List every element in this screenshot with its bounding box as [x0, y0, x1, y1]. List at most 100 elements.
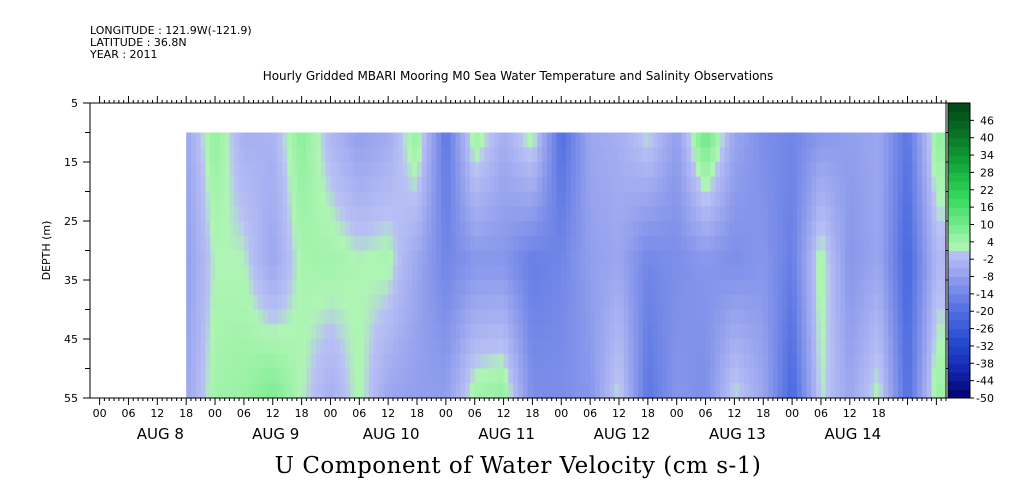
heat-cell: [840, 368, 846, 384]
heat-cell: [623, 294, 630, 311]
heat-cell: [186, 221, 192, 237]
heat-cell: [335, 176, 341, 193]
heat-cell: [647, 235, 654, 252]
heat-cell: [306, 235, 312, 252]
heat-cell: [859, 339, 865, 355]
heat-cell: [748, 250, 755, 266]
heat-cell: [594, 132, 601, 148]
heat-cell: [691, 235, 697, 252]
heat-cell: [849, 162, 856, 178]
heat-cell: [753, 383, 760, 399]
heat-cell: [849, 339, 856, 355]
heat-cell: [614, 235, 620, 252]
heat-cell: [219, 191, 226, 207]
heat-cell: [840, 176, 846, 193]
heat-cell: [580, 324, 586, 340]
heat-cell: [561, 191, 567, 207]
heat-cell: [744, 353, 750, 370]
heat-cell: [412, 162, 418, 178]
heat-cell: [859, 176, 865, 193]
heat-cell: [782, 353, 788, 370]
heat-cell: [936, 132, 942, 148]
heat-cell: [926, 339, 933, 355]
heat-cell: [469, 280, 476, 296]
heat-cell: [378, 353, 384, 370]
heat-cell: [248, 221, 255, 237]
heat-cell: [195, 235, 202, 252]
heat-cell: [474, 294, 481, 311]
heat-cell: [532, 206, 538, 222]
heat-cell: [864, 309, 870, 325]
heat-cell: [546, 339, 553, 355]
heat-cell: [618, 162, 625, 178]
heat-cell: [551, 235, 558, 252]
heat-cell: [647, 250, 654, 266]
x-hour-label: 00: [208, 407, 222, 420]
heat-cell: [796, 235, 803, 252]
heat-cell: [195, 339, 202, 355]
heat-cell: [344, 339, 351, 355]
heat-cell: [782, 339, 788, 355]
heat-cell: [383, 339, 389, 355]
heat-cell: [513, 221, 519, 237]
heat-cell: [806, 280, 812, 296]
heat-cell: [835, 280, 841, 296]
heat-cell: [421, 309, 428, 325]
heat-cell: [700, 309, 707, 325]
heat-cell: [450, 383, 457, 399]
heat-cell: [873, 339, 880, 355]
heat-cell: [537, 250, 543, 266]
heat-cell: [845, 191, 851, 207]
heat-cell: [417, 235, 423, 252]
heat-cell: [604, 353, 610, 370]
heat-cell: [739, 176, 745, 193]
heat-cell: [291, 368, 298, 384]
heat-cell: [705, 265, 711, 281]
heat-cell: [344, 294, 351, 311]
heat-cell: [282, 206, 288, 222]
heat-cell: [450, 353, 457, 370]
heat-cell: [825, 294, 832, 311]
heat-cell: [335, 353, 341, 370]
heat-cell: [460, 147, 466, 163]
heat-cell: [195, 265, 202, 281]
heat-cell: [729, 132, 736, 148]
heat-cell: [825, 339, 832, 355]
heat-cell: [195, 147, 202, 163]
heat-cell: [402, 309, 408, 325]
heat-cell: [883, 235, 889, 252]
heat-cell: [700, 235, 707, 252]
heat-cell: [753, 147, 760, 163]
heat-cell: [287, 191, 293, 207]
heat-cell: [695, 324, 702, 340]
heat-cell: [368, 294, 375, 311]
heat-cell: [344, 324, 351, 340]
heat-cell: [662, 309, 668, 325]
heat-cell: [383, 162, 389, 178]
heat-cell: [811, 280, 817, 296]
heat-cell: [931, 368, 937, 384]
heat-cell: [758, 383, 764, 399]
heat-cell: [215, 191, 221, 207]
heat-cell: [479, 294, 485, 311]
heat-cell: [373, 191, 380, 207]
heat-cell: [917, 339, 923, 355]
heat-cell: [316, 383, 322, 399]
heat-cell: [537, 235, 543, 252]
heat-cell: [493, 383, 500, 399]
heat-cell: [508, 191, 514, 207]
heat-cell: [739, 250, 745, 266]
heat-cell: [320, 280, 327, 296]
heat-cell: [912, 191, 918, 207]
heat-cell: [700, 176, 707, 193]
heat-cell: [710, 265, 716, 281]
heat-cell: [498, 368, 505, 384]
heat-cell: [936, 280, 942, 296]
heat-cell: [753, 250, 760, 266]
heat-cell: [657, 250, 663, 266]
heat-cell: [551, 191, 558, 207]
heat-cell: [190, 235, 197, 252]
heat-cell: [729, 368, 736, 384]
heat-cell: [195, 176, 202, 193]
heat-cell: [772, 294, 779, 311]
